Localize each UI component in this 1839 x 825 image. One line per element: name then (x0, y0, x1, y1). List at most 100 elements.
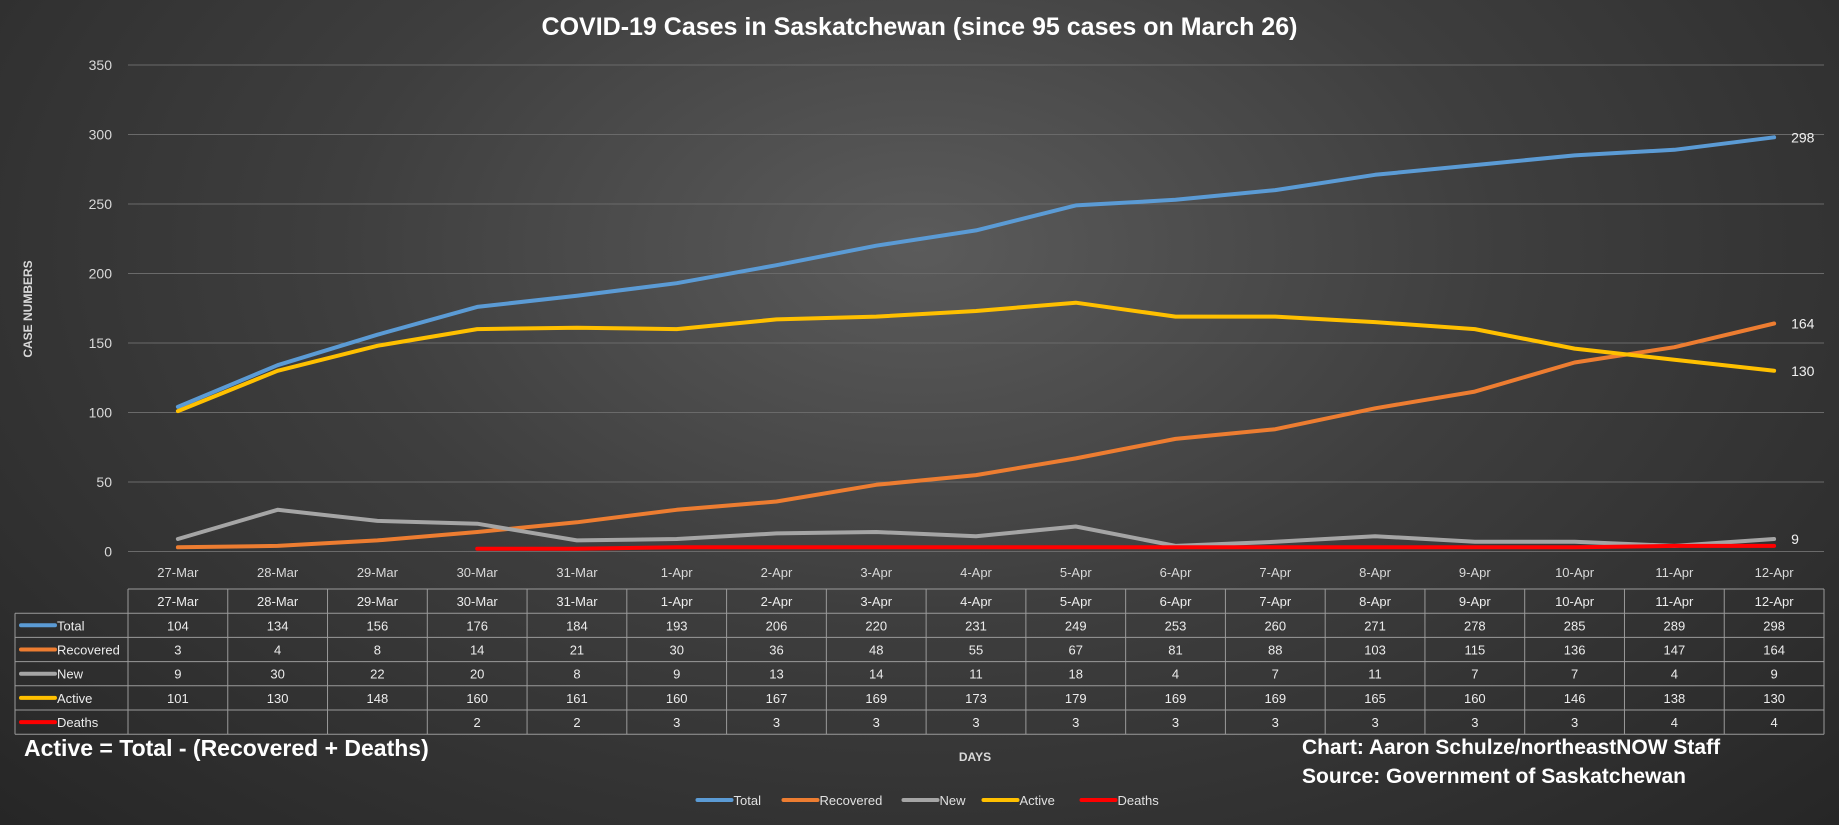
table-cell: 249 (1065, 618, 1087, 633)
table-header-cell: 12-Apr (1755, 594, 1795, 609)
y-tick-label: 350 (89, 57, 113, 73)
table-row-label: Deaths (57, 715, 99, 730)
table-cell: 206 (766, 618, 788, 633)
x-tick-label: 31-Mar (556, 565, 598, 580)
table-row-label: Total (57, 618, 85, 633)
table-cell: 3 (873, 715, 880, 730)
y-tick-label: 0 (104, 544, 112, 560)
x-tick-label: 2-Apr (761, 565, 793, 580)
table-cell: 179 (1065, 691, 1087, 706)
table-cell: 3 (1172, 715, 1179, 730)
table-cell: 147 (1664, 643, 1686, 658)
table-cell: 173 (965, 691, 987, 706)
table-header-cell: 4-Apr (960, 594, 992, 609)
table-cell: 20 (470, 667, 484, 682)
table-cell: 11 (969, 667, 983, 682)
table-cell: 14 (869, 667, 883, 682)
formula-note: Active = Total - (Recovered + Deaths) (24, 735, 429, 761)
table-cell: 176 (466, 618, 488, 633)
table-cell: 169 (1165, 691, 1187, 706)
table-cell: 138 (1664, 691, 1686, 706)
table-cell: 4 (1671, 715, 1678, 730)
table-cell: 165 (1364, 691, 1386, 706)
x-axis-ticks: 27-Mar 28-Mar 29-Mar 30-Mar 31-Mar 1-Apr 2-Apr… (157, 565, 1794, 580)
table-cell: 104 (167, 618, 189, 633)
table-cell: 136 (1564, 643, 1586, 658)
x-tick-label: 29-Mar (357, 565, 399, 580)
y-tick-label: 150 (89, 335, 113, 351)
table-cell: 3 (1471, 715, 1478, 730)
table-header-cell: 5-Apr (1060, 594, 1092, 609)
table-cell: 9 (673, 667, 680, 682)
table-cell: 220 (865, 618, 887, 633)
table-cell: 103 (1364, 643, 1386, 658)
end-label-new: 9 (1791, 531, 1799, 547)
x-tick-label: 28-Mar (257, 565, 299, 580)
table-cell: 260 (1264, 618, 1286, 633)
x-tick-label: 8-Apr (1359, 565, 1391, 580)
data-table: 27-Mar 28-Mar 29-Mar 30-Mar 31-Mar 1-Apr 2-Apr… (14, 588, 1825, 735)
table-header-cell: 30-Mar (457, 594, 499, 609)
table-cell: 3 (1571, 715, 1578, 730)
table-cell: 156 (367, 618, 389, 633)
table-header-cell: 27-Mar (157, 594, 199, 609)
x-tick-label: 1-Apr (661, 565, 693, 580)
table-cell: 8 (374, 643, 381, 658)
end-label-total: 298 (1791, 129, 1815, 145)
table-cell: 30 (270, 667, 284, 682)
table-cell: 81 (1168, 643, 1182, 658)
legend-label-active: Active (1020, 793, 1055, 808)
series-line-deaths (475, 543, 1777, 551)
table-header-cell: 6-Apr (1160, 594, 1192, 609)
table-cell: 48 (869, 643, 883, 658)
table-cell: 148 (367, 691, 389, 706)
gridlines (128, 64, 1824, 552)
table-cell: 55 (969, 643, 983, 658)
table-cell: 231 (965, 618, 987, 633)
table-cell: 7 (1272, 667, 1279, 682)
series-line-new (175, 507, 1777, 548)
series-line-active (175, 300, 1777, 414)
table-cell: 3 (773, 715, 780, 730)
series-line-total (175, 135, 1777, 409)
legend-label-total: Total (734, 793, 762, 808)
table-cell: 4 (1671, 667, 1678, 682)
table-cell: 67 (1069, 643, 1083, 658)
table-cell: 164 (1763, 643, 1785, 658)
x-tick-label: 12-Apr (1755, 565, 1795, 580)
table-cell: 36 (769, 643, 783, 658)
table-cell: 4 (1771, 715, 1778, 730)
credit-note: Chart: Aaron Schulze/northeastNOW Staff (1302, 736, 1721, 759)
x-tick-label: 6-Apr (1160, 565, 1192, 580)
table-row-label: Recovered (57, 643, 120, 658)
table-cell: 9 (174, 667, 181, 682)
table-cell: 289 (1664, 618, 1686, 633)
table-cell: 101 (167, 691, 189, 706)
table-header-cell: 1-Apr (661, 594, 693, 609)
y-axis-label: CASE NUMBERS (21, 260, 35, 357)
table-cell: 3 (174, 643, 181, 658)
table-cell: 2 (573, 715, 580, 730)
end-label-recovered: 164 (1791, 316, 1815, 332)
table-cell: 193 (666, 618, 688, 633)
table-cell: 18 (1069, 667, 1083, 682)
table-cell: 3 (1072, 715, 1079, 730)
table-cell: 8 (573, 667, 580, 682)
y-axis-ticks: 0 50 100 150 200 250 300 350 (89, 57, 113, 560)
legend-label-deaths: Deaths (1118, 793, 1160, 808)
series-line-recovered (175, 321, 1777, 550)
x-tick-label: 27-Mar (157, 565, 199, 580)
table-cell: 160 (466, 691, 488, 706)
x-axis-label: DAYS (959, 750, 991, 764)
table-cell: 14 (470, 643, 484, 658)
table-cell: 7 (1471, 667, 1478, 682)
table-header-cell: 11-Apr (1655, 594, 1694, 609)
y-tick-label: 300 (89, 127, 113, 143)
x-tick-label: 3-Apr (860, 565, 892, 580)
table-header-cell: 2-Apr (761, 594, 793, 609)
table-header-cell: 10-Apr (1555, 594, 1595, 609)
table-cell: 3 (1371, 715, 1378, 730)
legend-label-new: New (940, 793, 967, 808)
table-cell: 298 (1763, 618, 1785, 633)
